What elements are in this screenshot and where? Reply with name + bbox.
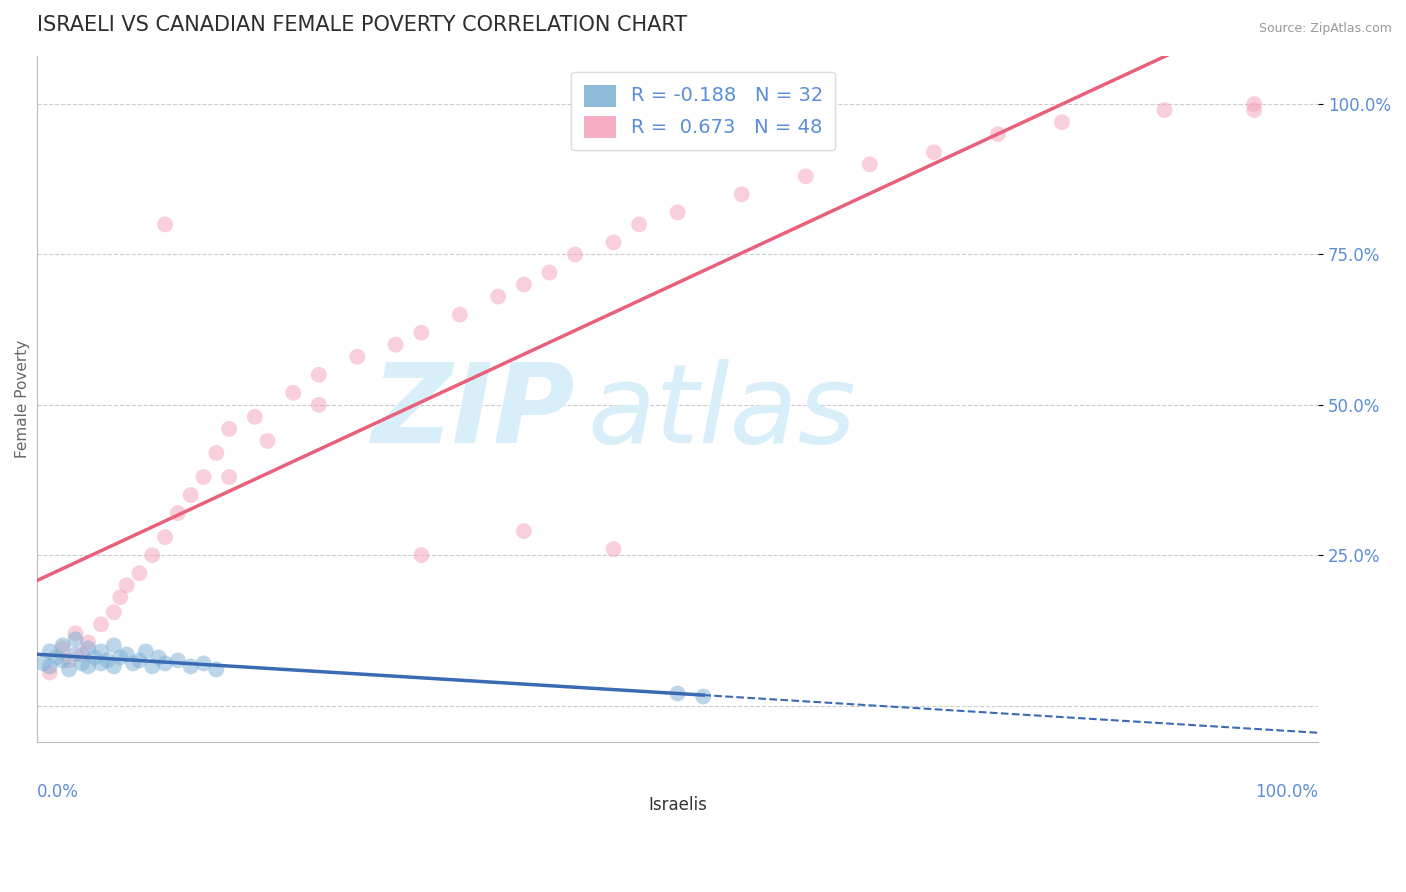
Point [449, 308, 471, 322]
Point [193, 470, 215, 484]
Point [692, 690, 714, 704]
Point [666, 686, 689, 700]
Point [922, 145, 945, 160]
Point [1153, 103, 1175, 117]
Point [38, 644, 60, 658]
Point [153, 657, 176, 671]
Point [141, 659, 163, 673]
Point [794, 169, 817, 184]
Point [1050, 115, 1073, 129]
Point [167, 506, 190, 520]
Point [731, 187, 754, 202]
Point [666, 205, 689, 219]
Point [32, 657, 55, 671]
Point [180, 488, 202, 502]
Point [987, 127, 1010, 141]
Point [128, 566, 150, 581]
Text: ZIP: ZIP [371, 359, 575, 466]
Point [180, 659, 202, 673]
Point [38, 665, 60, 680]
Point [38, 659, 60, 673]
Point [602, 235, 624, 250]
Point [115, 648, 138, 662]
Point [538, 266, 561, 280]
Legend: R = -0.188   N = 32, R =  0.673   N = 48: R = -0.188 N = 32, R = 0.673 N = 48 [571, 72, 835, 150]
Point [77, 659, 100, 673]
Point [411, 326, 433, 340]
Point [70, 657, 93, 671]
Point [110, 591, 132, 605]
Point [52, 641, 75, 656]
Point [218, 422, 240, 436]
Point [90, 657, 112, 671]
Point [564, 247, 586, 261]
Point [135, 644, 157, 658]
Text: atlas: atlas [588, 359, 856, 466]
Point [308, 398, 330, 412]
Point [103, 605, 125, 619]
Point [58, 653, 80, 667]
Point [283, 385, 305, 400]
Text: Israelis: Israelis [648, 797, 707, 814]
Point [153, 530, 176, 544]
Point [110, 650, 132, 665]
Point [346, 350, 368, 364]
Point [90, 617, 112, 632]
Point [96, 653, 118, 667]
Point [167, 653, 190, 667]
Point [52, 653, 75, 667]
Point [103, 639, 125, 653]
Point [602, 542, 624, 557]
Point [243, 409, 266, 424]
Point [256, 434, 278, 448]
Point [486, 289, 509, 303]
Text: Source: ZipAtlas.com: Source: ZipAtlas.com [1258, 22, 1392, 36]
Point [205, 662, 228, 676]
Point [513, 524, 536, 538]
Point [148, 650, 170, 665]
Point [859, 157, 882, 171]
Point [122, 657, 145, 671]
Point [65, 632, 87, 647]
Point [90, 644, 112, 658]
Point [218, 470, 240, 484]
Point [65, 626, 87, 640]
Point [628, 218, 651, 232]
Y-axis label: Female Poverty: Female Poverty [15, 340, 30, 458]
Text: 100.0%: 100.0% [1256, 783, 1319, 801]
Text: 0.0%: 0.0% [37, 783, 79, 801]
Point [52, 639, 75, 653]
Point [513, 277, 536, 292]
Point [1243, 103, 1265, 117]
Point [83, 650, 105, 665]
Point [141, 548, 163, 562]
Point [70, 648, 93, 662]
Point [77, 635, 100, 649]
Point [45, 650, 67, 665]
Point [128, 653, 150, 667]
Point [65, 648, 87, 662]
Point [411, 548, 433, 562]
Point [384, 337, 406, 351]
Point [77, 641, 100, 656]
Point [193, 657, 215, 671]
Point [1243, 97, 1265, 112]
Point [153, 218, 176, 232]
Point [205, 446, 228, 460]
Point [58, 662, 80, 676]
Point [103, 659, 125, 673]
Point [308, 368, 330, 382]
Point [115, 578, 138, 592]
Text: ISRAELI VS CANADIAN FEMALE POVERTY CORRELATION CHART: ISRAELI VS CANADIAN FEMALE POVERTY CORRE… [37, 15, 688, 35]
